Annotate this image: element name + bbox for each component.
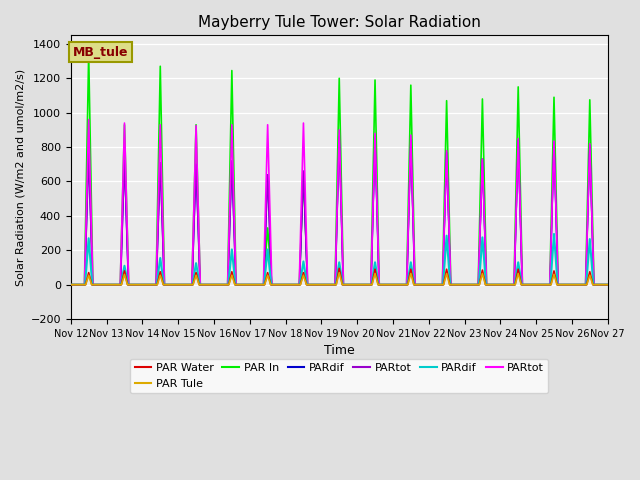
Text: MB_tule: MB_tule xyxy=(72,46,128,59)
X-axis label: Time: Time xyxy=(324,344,355,357)
Title: Mayberry Tule Tower: Solar Radiation: Mayberry Tule Tower: Solar Radiation xyxy=(198,15,481,30)
Legend: PAR Water, PAR Tule, PAR In, PARdif, PARtot, PARdif, PARtot: PAR Water, PAR Tule, PAR In, PARdif, PAR… xyxy=(130,359,548,393)
Y-axis label: Solar Radiation (W/m2 and umol/m2/s): Solar Radiation (W/m2 and umol/m2/s) xyxy=(15,69,25,286)
